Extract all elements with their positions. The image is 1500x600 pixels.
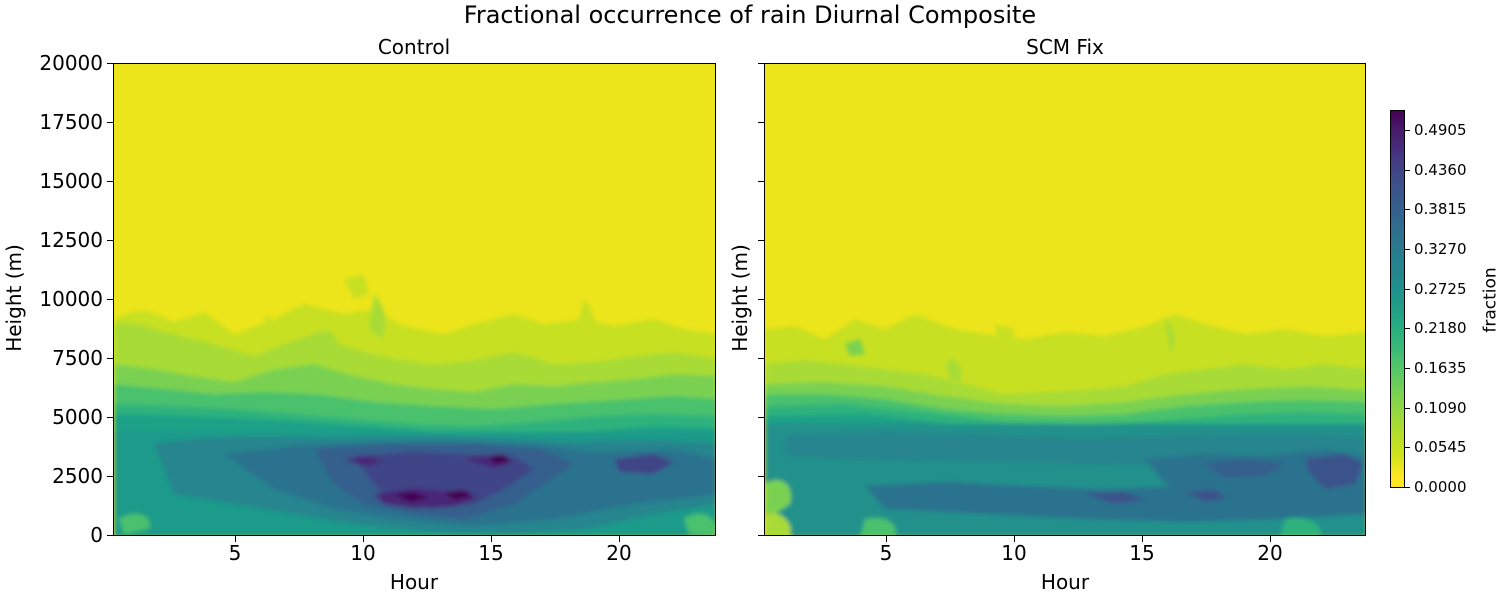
colorbar-tick-mark: [1405, 447, 1410, 448]
ytick-mark: [758, 240, 764, 241]
ytick-mark: [107, 122, 113, 123]
x-axis-label-scm-fix: Hour: [1040, 570, 1090, 594]
contour-plot-control: [114, 64, 715, 535]
colorbar-tick-label: 0.4905: [1414, 121, 1467, 139]
colorbar-tick-mark: [1405, 209, 1410, 210]
colorbar-tick-label: 0.4360: [1414, 161, 1467, 179]
figure-suptitle: Fractional occurrence of rain Diurnal Co…: [463, 1, 1037, 29]
colorbar-tick-mark: [1405, 408, 1410, 409]
colorbar-tick-mark: [1405, 289, 1410, 290]
colorbar-tick-mark: [1405, 249, 1410, 250]
colorbar-tick-mark: [1405, 368, 1410, 369]
colorbar-tick-label: 0.1635: [1414, 359, 1467, 377]
panel-title-control: Control: [377, 35, 451, 59]
colorbar-tick-mark: [1405, 487, 1410, 488]
ytick-mark: [758, 535, 764, 536]
ytick-mark: [107, 63, 113, 64]
xtick-mark: [235, 536, 236, 542]
colorbar-tick-mark: [1405, 130, 1410, 131]
ytick-mark: [107, 535, 113, 536]
panel-title-scm-fix: SCM Fix: [1026, 35, 1104, 59]
xtick-mark: [363, 536, 364, 542]
xtick-label: 5: [879, 541, 893, 565]
ytick-mark: [107, 240, 113, 241]
xtick-label: 5: [228, 541, 242, 565]
ytick-mark: [758, 299, 764, 300]
ytick-label: 10000: [39, 287, 103, 311]
xtick-label: 10: [350, 541, 376, 565]
colorbar-tick-label: 0.3270: [1414, 240, 1467, 258]
y-axis-label-scm-fix: Height (m): [728, 244, 752, 352]
colorbar-tick-label: 0.1090: [1414, 399, 1467, 417]
xtick-label: 20: [606, 541, 632, 565]
ytick-mark: [107, 299, 113, 300]
xtick-mark: [619, 536, 620, 542]
ytick-label: 5000: [52, 405, 103, 429]
colorbar-tick-label: 0.0545: [1414, 438, 1467, 456]
ytick-label: 17500: [39, 110, 103, 134]
ytick-mark: [758, 122, 764, 123]
ytick-mark: [758, 63, 764, 64]
colorbar-tick-mark: [1405, 328, 1410, 329]
xtick-mark: [1014, 536, 1015, 542]
colorbar-tick-label: 0.2180: [1414, 319, 1467, 337]
heatmap-control: [113, 63, 716, 536]
ytick-label: 12500: [39, 228, 103, 252]
xtick-mark: [491, 536, 492, 542]
ytick-mark: [758, 181, 764, 182]
ytick-mark: [758, 417, 764, 418]
xtick-mark: [886, 536, 887, 542]
xtick-mark: [1142, 536, 1143, 542]
ytick-mark: [758, 476, 764, 477]
xtick-label: 15: [478, 541, 504, 565]
ytick-mark: [107, 358, 113, 359]
ytick-mark: [107, 476, 113, 477]
colorbar-tick-label: 0.3815: [1414, 200, 1467, 218]
ytick-label: 15000: [39, 169, 103, 193]
ytick-label: 2500: [52, 464, 103, 488]
ytick-label: 7500: [52, 346, 103, 370]
colorbar-tick-label: 0.2725: [1414, 280, 1467, 298]
xtick-label: 20: [1257, 541, 1283, 565]
ytick-mark: [758, 358, 764, 359]
ytick-mark: [107, 417, 113, 418]
ytick-label: 20000: [39, 51, 103, 75]
contour-plot-scm-fix: [765, 64, 1365, 535]
colorbar: [1390, 110, 1405, 488]
xtick-label: 10: [1001, 541, 1027, 565]
colorbar-tick-mark: [1405, 170, 1410, 171]
xtick-mark: [1270, 536, 1271, 542]
heatmap-scm-fix: [764, 63, 1366, 536]
colorbar-tick-label: 0.0000: [1414, 478, 1467, 496]
xtick-label: 15: [1129, 541, 1155, 565]
colorbar-label: fraction: [1480, 267, 1500, 333]
ytick-mark: [107, 181, 113, 182]
ytick-label: 0: [90, 523, 103, 547]
x-axis-label-control: Hour: [389, 570, 439, 594]
